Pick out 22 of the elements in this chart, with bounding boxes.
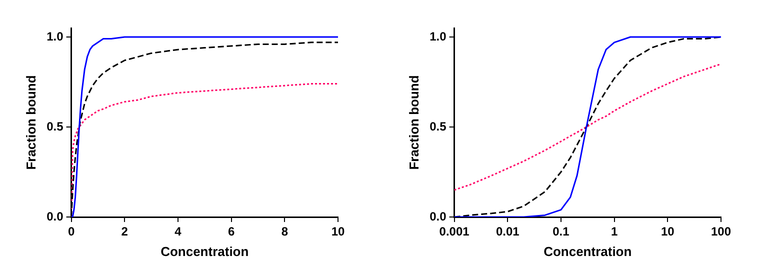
y-tick-label: 1.0: [46, 29, 64, 44]
y-tick-label: 1.0: [430, 29, 447, 44]
y-tick-label: 0.0: [46, 209, 64, 224]
x-axis-title: Concentration: [544, 244, 632, 259]
x-tick-label: 1: [610, 224, 618, 239]
x-tick-label: 6: [228, 224, 235, 239]
y-axis-title: Fraction bound: [23, 75, 38, 170]
x-tick-label: 0.1: [552, 224, 570, 239]
x-tick-label: 100: [710, 224, 732, 239]
x-tick-label: 8: [281, 224, 288, 239]
y-tick-label: 0.0: [430, 209, 447, 224]
y-tick-label: 0.5: [46, 119, 64, 134]
y-axis-title: Fraction bound: [406, 75, 422, 170]
x-tick-label: 0.01: [496, 224, 520, 239]
x-tick-label: 10: [331, 224, 345, 239]
x-tick-label: 0.001: [439, 224, 470, 239]
x-tick-label: 0: [68, 224, 75, 239]
x-axis-title: Concentration: [160, 244, 249, 259]
x-tick-label: 10: [660, 224, 675, 239]
y-tick-label: 0.5: [430, 119, 447, 134]
x-tick-label: 2: [121, 224, 128, 239]
x-tick-label: 4: [174, 224, 182, 239]
